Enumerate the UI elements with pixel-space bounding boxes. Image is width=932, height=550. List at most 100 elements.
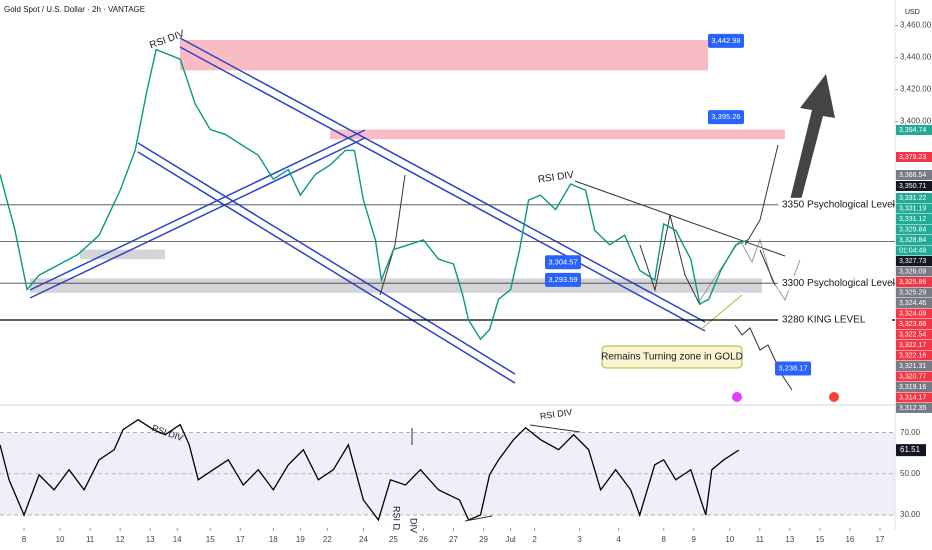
price-tag-bg (896, 235, 932, 245)
x-tick-label: 10 (725, 535, 734, 544)
x-tick-label: 11 (86, 535, 95, 544)
x-tick-label: 12 (116, 535, 125, 544)
price-tag-bg (896, 392, 932, 403)
price-tag: 3,322.54 (899, 331, 926, 338)
x-tick-label: 10 (56, 535, 65, 544)
channel-line (29, 129, 366, 291)
price-callout-label: 3,395.26 (711, 112, 740, 121)
trend-line (574, 180, 786, 257)
level-label: 3280 KING LEVEL (782, 315, 866, 326)
chart-title: Gold Spot / U.S. Dollar · 2h · VANTAGE (4, 5, 145, 14)
zones (30, 40, 785, 293)
x-tick-label: 17 (236, 535, 245, 544)
x-tick-label: 17 (876, 535, 885, 544)
price-tag: 3,321.31 (899, 363, 926, 370)
price-callout-label: 3,442.98 (711, 36, 740, 45)
event-icon (732, 392, 742, 402)
price-tag-bg (896, 371, 932, 382)
level-label: 3300 Psychological Level (782, 278, 895, 289)
channel-line (137, 151, 516, 384)
price-callout-label: 3,293.59 (548, 275, 577, 284)
annotation: RSI DIV (537, 170, 575, 186)
price-tag: 3,314.17 (899, 394, 926, 401)
x-tick-label: 25 (389, 535, 398, 544)
x-tick-label: 3 (577, 535, 582, 544)
channel-line (137, 142, 516, 375)
projection (744, 144, 779, 246)
price-tag: 3,329.84 (899, 226, 926, 233)
rsi-value-tag (896, 444, 926, 457)
price-tag-bg (896, 152, 932, 162)
y-tick-label: 3,460.00 (900, 21, 932, 30)
note-box (601, 345, 743, 369)
price-tag: 3,312.35 (899, 405, 926, 412)
rsi-div-line (529, 424, 581, 433)
level-label-bg (778, 313, 892, 327)
rsi-annotation: RSI DIV (539, 407, 573, 421)
price-tag-bg (896, 308, 932, 319)
x-tick-label: 22 (323, 535, 332, 544)
price-tag: 3,323.68 (899, 321, 926, 328)
y-tick-label: 50.00 (900, 469, 921, 478)
rsi-annotation: RSI D (392, 506, 402, 531)
x-tick-label: 26 (419, 535, 428, 544)
price-tag-bg (896, 340, 932, 350)
price-tag: 3,324.46 (899, 300, 926, 307)
x-tick-label: 29 (479, 535, 488, 544)
projection (699, 238, 801, 302)
price-callout (545, 255, 581, 270)
event-icon (829, 392, 839, 402)
price-tag: 3,331.12 (899, 216, 926, 223)
level-label: 3350 Psychological Level (782, 199, 895, 210)
price-callout (708, 33, 744, 48)
price-tag: 3,328.84 (899, 237, 926, 244)
projection (759, 249, 776, 286)
price-tag: 3,331.19 (899, 205, 926, 212)
x-tick-label: 24 (359, 535, 368, 544)
price-tag-bg (896, 224, 932, 235)
price-tag: 3,350.71 (899, 183, 926, 190)
price-callout (545, 272, 581, 287)
channel-line (29, 137, 366, 299)
price-tag: 3,324.09 (899, 310, 926, 317)
price-callout (708, 110, 744, 125)
price-tag: 3,331.22 (899, 195, 926, 202)
price-tag: 3,325.29 (899, 289, 926, 296)
x-tick-label: Jul (505, 535, 515, 544)
projection (379, 174, 406, 296)
price-callout-label: 3,304.57 (548, 257, 577, 266)
x-tick-label: 27 (449, 535, 458, 544)
price-tag-bg (896, 245, 932, 256)
price-tag-bg (896, 170, 932, 180)
price-tag: 3,327.73 (899, 258, 926, 265)
price-tag: 3,326.09 (899, 268, 926, 275)
price-tag-bg (896, 403, 932, 413)
price-tag-bg (896, 193, 932, 203)
price-tag: 01:04:48 (899, 247, 926, 254)
x-tick-label: 9 (692, 535, 697, 544)
price-tag-bg (896, 181, 932, 191)
rsi-annotation: DIV (409, 518, 419, 533)
price-tag-bg (896, 203, 932, 214)
x-tick-label: 8 (22, 535, 27, 544)
price-tag-bg (896, 214, 932, 224)
x-tick-label: 15 (815, 535, 824, 544)
y-tick-label: 3,440.00 (900, 53, 932, 62)
y-tick-label: 3,400.00 (900, 117, 932, 126)
big-arrow (790, 74, 835, 204)
price-tag-bg (896, 287, 932, 298)
price-tag: 3,319.16 (899, 384, 926, 391)
x-tick-label: 8 (662, 535, 667, 544)
price-tag: 3,379.23 (899, 154, 926, 161)
x-tick-label: 15 (206, 535, 215, 544)
y-tick-label: 3,420.00 (900, 85, 932, 94)
price-tag-bg (896, 382, 932, 392)
x-tick-label: 2 (532, 535, 537, 544)
rsi-div-line (464, 515, 493, 522)
price-tag: 3,322.16 (899, 352, 926, 359)
x-tick-label: 13 (146, 535, 155, 544)
x-tick-label: 14 (173, 535, 182, 544)
x-tick-label: 4 (616, 535, 621, 544)
level-label-bg (778, 197, 892, 212)
price-tag: 3,325.86 (899, 279, 926, 286)
